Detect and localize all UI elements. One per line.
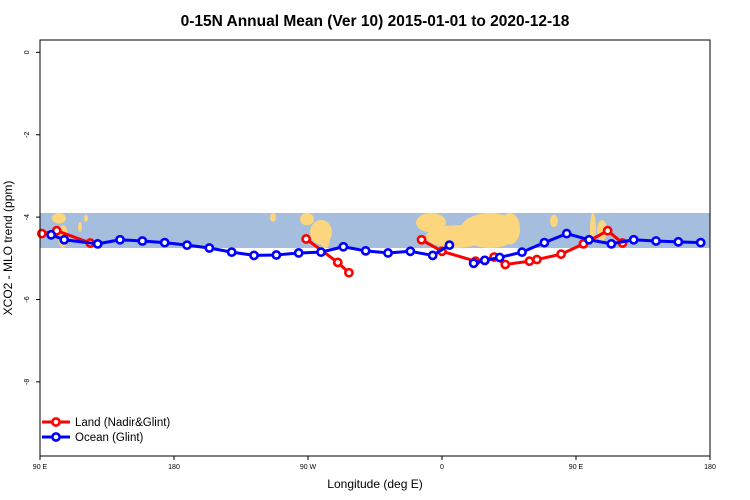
data-point <box>338 241 349 252</box>
series-ocean <box>46 228 706 269</box>
x-tick-label: 180 <box>168 464 180 471</box>
data-point <box>59 234 70 245</box>
legend: Land (Nadir&Glint) Ocean (Glint) <box>42 417 170 444</box>
y-axis-label: XCO2 - MLO trend (ppm) <box>1 181 15 316</box>
data-point <box>271 250 282 260</box>
data-point <box>405 246 416 257</box>
data-point <box>383 248 393 258</box>
data-point <box>479 255 490 266</box>
data-point <box>115 234 125 245</box>
data-point <box>561 228 572 239</box>
legend-marker <box>51 432 61 442</box>
data-point <box>695 237 706 248</box>
data-point <box>584 234 594 245</box>
data-point <box>427 250 438 261</box>
land-mass <box>320 232 330 248</box>
land-mass <box>78 221 82 233</box>
land-mass <box>270 212 276 222</box>
x-tick-label: 90 W <box>300 464 317 471</box>
y-tick-label: -2 <box>24 132 31 138</box>
data-point <box>137 236 148 246</box>
legend-label: Ocean (Glint) <box>75 432 144 444</box>
data-point <box>92 238 103 249</box>
land-mass <box>84 214 88 222</box>
x-tick-label: 180 <box>704 464 716 471</box>
data-point <box>628 234 639 245</box>
y-tick-label: -6 <box>24 296 31 302</box>
land-mass <box>550 214 558 227</box>
series-layer <box>36 225 706 278</box>
data-point <box>249 250 259 261</box>
data-point <box>602 225 613 236</box>
data-point <box>444 240 455 251</box>
data-point <box>539 237 550 248</box>
data-point <box>293 248 304 258</box>
data-point <box>494 252 505 263</box>
data-point <box>316 247 326 258</box>
data-point <box>360 245 371 256</box>
data-point <box>606 238 617 249</box>
legend-marker <box>51 417 61 427</box>
data-point <box>344 267 354 278</box>
data-point <box>46 229 57 240</box>
x-axis: 90 E 180 90 W 0 90 E 180 <box>33 456 716 471</box>
data-point <box>159 237 170 248</box>
data-point <box>468 258 479 269</box>
x-tick-label: 0 <box>440 464 444 471</box>
data-point <box>204 243 215 253</box>
data-point <box>673 236 684 247</box>
y-tick-label: 0 <box>24 50 31 54</box>
chart-title: 0-15N Annual Mean (Ver 10) 2015-01-01 to… <box>181 13 570 30</box>
x-axis-label: Longitude (deg E) <box>327 477 422 491</box>
data-point <box>524 256 535 267</box>
y-tick-label: -4 <box>24 214 31 220</box>
data-point <box>556 249 567 260</box>
land-mass <box>300 212 314 226</box>
data-point <box>500 259 511 270</box>
x-tick-label: 90 E <box>569 464 584 471</box>
data-point <box>416 234 427 245</box>
data-point <box>226 247 237 258</box>
data-point <box>36 228 47 239</box>
data-point <box>332 257 343 268</box>
data-point <box>301 234 312 244</box>
legend-label: Land (Nadir&Glint) <box>75 417 170 429</box>
data-point <box>517 247 527 258</box>
land-mass <box>52 212 66 224</box>
y-tick-label: -8 <box>24 379 31 385</box>
x-tick-label: 90 E <box>33 464 48 471</box>
data-point <box>182 240 192 251</box>
data-point <box>651 236 661 246</box>
data-point <box>532 254 542 265</box>
y-axis: 0 -2 -4 -6 -8 <box>24 50 40 385</box>
land-mass <box>500 212 520 245</box>
plot-frame <box>39 39 711 457</box>
